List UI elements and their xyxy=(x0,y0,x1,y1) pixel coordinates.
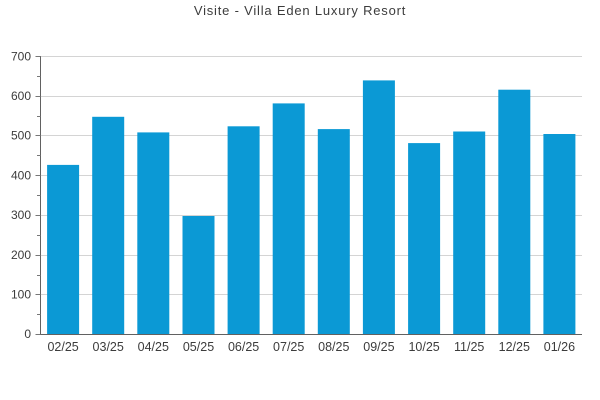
svg-text:Visite - Villa Eden Luxury Res: Visite - Villa Eden Luxury Resort xyxy=(194,3,406,18)
svg-text:400: 400 xyxy=(11,168,31,182)
svg-text:07/25: 07/25 xyxy=(273,340,304,354)
svg-text:200: 200 xyxy=(11,248,31,262)
svg-text:02/25: 02/25 xyxy=(47,340,78,354)
svg-text:09/25: 09/25 xyxy=(363,340,394,354)
svg-text:08/25: 08/25 xyxy=(318,340,349,354)
svg-text:04/25: 04/25 xyxy=(138,340,169,354)
svg-text:10/25: 10/25 xyxy=(408,340,439,354)
svg-text:500: 500 xyxy=(11,129,31,143)
svg-text:12/25: 12/25 xyxy=(499,340,530,354)
svg-text:0: 0 xyxy=(24,327,31,341)
svg-text:700: 700 xyxy=(11,49,31,63)
svg-text:11/25: 11/25 xyxy=(454,340,484,354)
svg-text:600: 600 xyxy=(11,89,31,103)
svg-text:01/26: 01/26 xyxy=(544,340,575,354)
svg-text:05/25: 05/25 xyxy=(183,340,214,354)
svg-text:03/25: 03/25 xyxy=(93,340,124,354)
svg-text:06/25: 06/25 xyxy=(228,340,259,354)
svg-text:100: 100 xyxy=(11,288,31,302)
svg-text:300: 300 xyxy=(11,208,31,222)
